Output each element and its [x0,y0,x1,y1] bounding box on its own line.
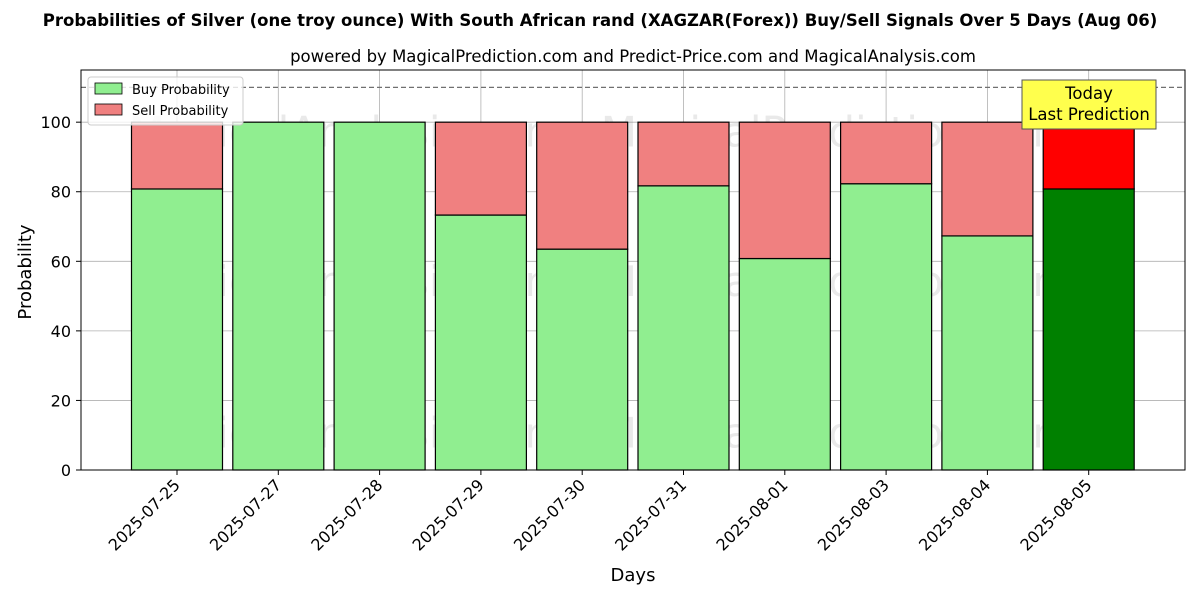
plot-frame [80,69,1186,471]
bar-sell [941,121,1034,237]
legend-box [87,76,244,126]
today-annotation-line2: Last Prediction [1028,105,1150,124]
today-annotation: Today Last Prediction [1021,79,1157,130]
bar-buy [536,248,629,471]
bar-sell [839,121,933,185]
y-axis-label: Probability [15,224,36,319]
x-tick-label: 2025-08-03 [814,475,893,554]
legend: Buy Probability Sell Probability [87,76,244,126]
bar-buy [232,121,325,471]
x-ticks: 2025-07-25 2025-07-27 2025-07-28 2025-07-29… [105,470,1096,555]
bar-sell [434,121,527,216]
y-tick-label: 20 [51,391,71,410]
bar-sell [1042,121,1135,190]
today-annotation-line1: Today [1064,84,1113,103]
legend-buy-label: Buy Probability [132,83,230,98]
bar-buy [130,188,224,471]
bar-buy [839,183,933,471]
y-tick-label: 40 [51,322,71,341]
x-tick-label: 2025-07-30 [510,475,589,554]
legend-sell-label: Sell Probability [132,104,229,119]
bar-sell [637,121,730,187]
bar-sell [738,121,831,260]
x-tick-label: 2025-07-31 [611,475,690,554]
x-tick-label: 2025-08-05 [1016,475,1095,554]
y-ticks: 0 20 40 60 80 100 [40,113,81,480]
x-axis-label: Days [611,565,656,586]
today-annotation-box [1021,79,1157,130]
chart-title: Probabilities of Silver (one troy ounce)… [43,11,1158,30]
axes [80,69,1186,471]
bar-buy [738,257,831,471]
legend-sell-swatch [94,103,123,116]
legend-buy-swatch [94,82,123,95]
y-tick-label: 0 [61,461,71,480]
y-tick-label: 80 [51,183,71,202]
bars [130,121,1135,471]
y-tick-label: 60 [51,252,71,271]
bar-sell [130,121,224,190]
y-tick-label: 100 [40,113,71,132]
chart-subtitle: powered by MagicalPrediction.com and Pre… [290,47,976,66]
bar-buy [637,185,730,471]
bar-sell [536,121,629,250]
bar-buy [1042,188,1135,471]
bar-buy [333,121,426,471]
x-tick-label: 2025-07-25 [105,475,184,554]
x-tick-label: 2025-07-29 [409,475,488,554]
x-tick-label: 2025-07-28 [307,475,386,554]
bar-buy [941,235,1034,471]
x-tick-label: 2025-08-01 [712,475,791,554]
x-tick-label: 2025-07-27 [206,475,285,554]
x-tick-label: 2025-08-04 [915,475,994,554]
bar-buy [434,214,527,471]
